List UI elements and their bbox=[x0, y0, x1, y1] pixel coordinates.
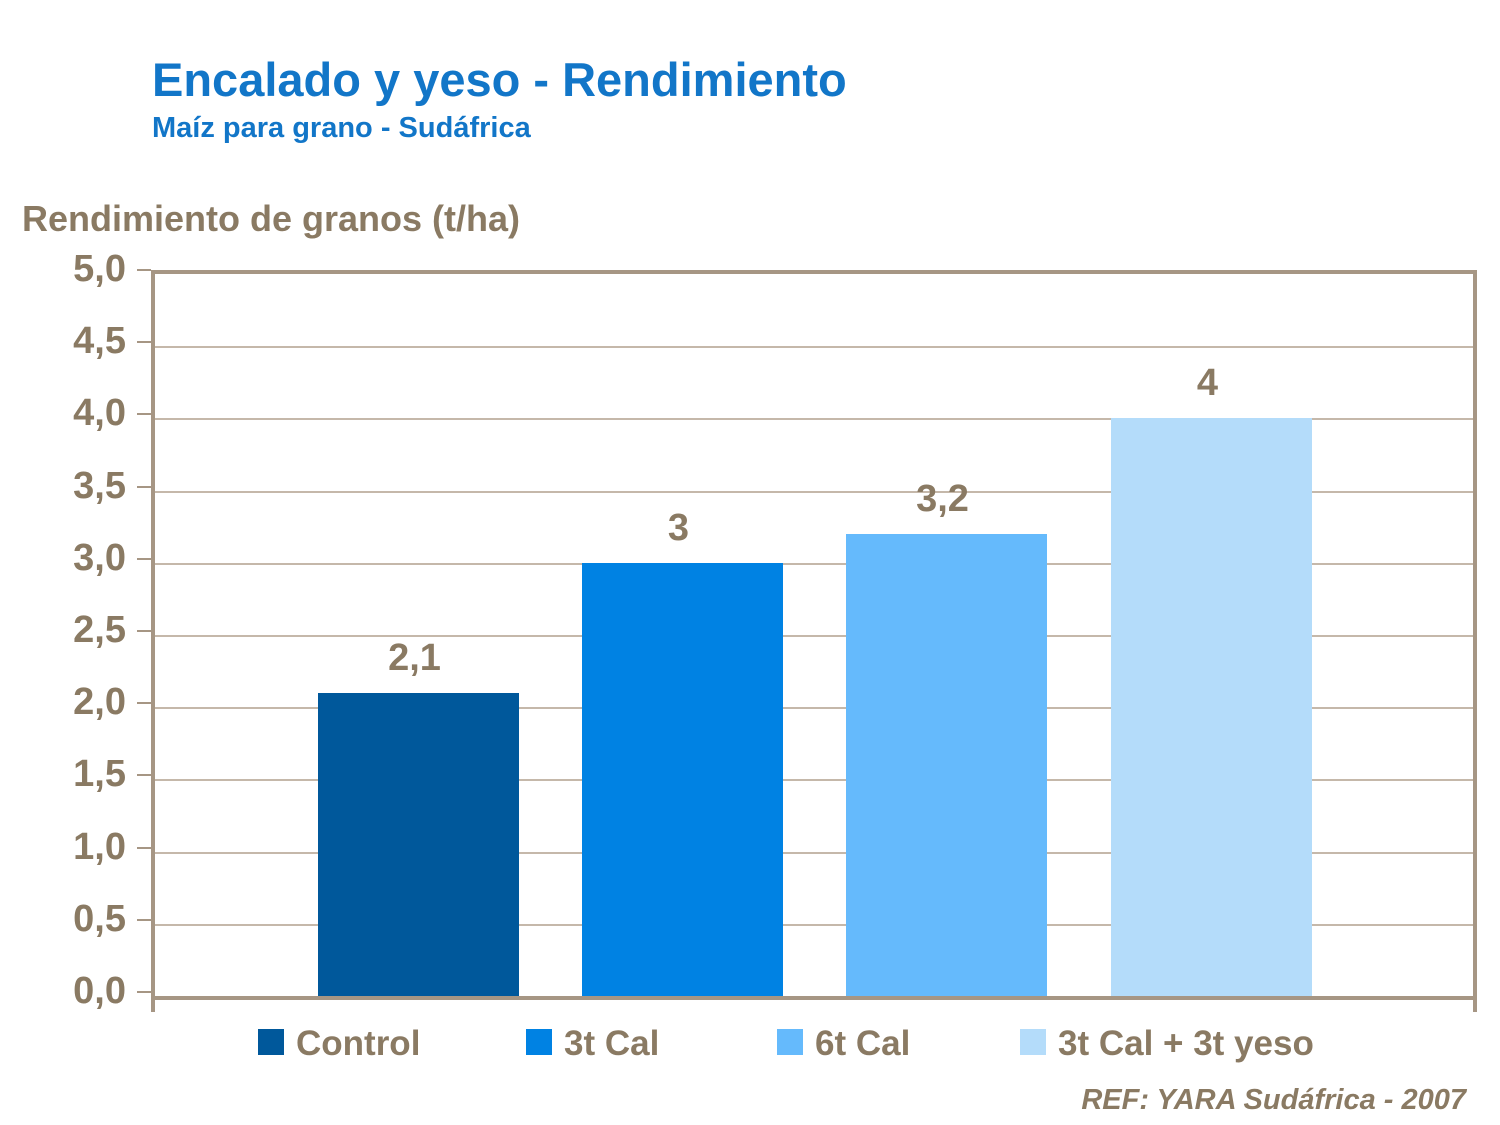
gridline bbox=[155, 707, 1473, 709]
y-axis-tick-label: 5,0 bbox=[73, 248, 126, 290]
reference-text: REF: YARA Sudáfrica - 2007 bbox=[1081, 1084, 1466, 1116]
gridline bbox=[155, 635, 1473, 637]
legend-item-6t-cal: 6t Cal bbox=[777, 1024, 910, 1068]
legend-swatch bbox=[1020, 1029, 1046, 1055]
y-axis-tick-mark bbox=[137, 702, 151, 704]
y-axis-tick-mark bbox=[137, 847, 151, 849]
bar-3t-cal bbox=[582, 563, 783, 996]
plot-area bbox=[151, 270, 1477, 1000]
legend-label: 3t Cal bbox=[564, 1024, 660, 1063]
y-axis-title: Rendimiento de granos (t/ha) bbox=[22, 198, 521, 239]
y-axis-tick-mark bbox=[137, 341, 151, 343]
bar-value-label: 3,2 bbox=[916, 478, 969, 520]
legend-swatch bbox=[258, 1029, 284, 1055]
gridline bbox=[155, 924, 1473, 926]
bar-value-label: 2,1 bbox=[388, 637, 441, 679]
chart-subtitle: Maíz para grano - Sudáfrica bbox=[152, 112, 531, 144]
gridline bbox=[155, 491, 1473, 493]
y-axis-tick-mark bbox=[137, 919, 151, 921]
y-axis-tick-label: 2,5 bbox=[73, 609, 126, 651]
legend-swatch bbox=[777, 1029, 803, 1055]
gridline bbox=[155, 779, 1473, 781]
y-axis-tick-mark bbox=[137, 269, 151, 271]
y-axis-tick-mark bbox=[137, 558, 151, 560]
y-axis-tick-mark bbox=[137, 991, 151, 993]
bar-value-label: 3 bbox=[667, 507, 690, 549]
legend-label: 6t Cal bbox=[815, 1024, 911, 1063]
chart-title: Encalado y yeso - Rendimiento bbox=[152, 53, 847, 106]
bar-6t-cal bbox=[846, 534, 1047, 996]
y-axis-tick-label: 0,0 bbox=[73, 970, 126, 1012]
x-axis-tick-mark bbox=[151, 996, 155, 1012]
legend-item-3t-cal-3t-yeso: 3t Cal + 3t yeso bbox=[1020, 1024, 1314, 1068]
gridline bbox=[155, 852, 1473, 854]
y-axis-tick-mark bbox=[137, 413, 151, 415]
y-axis-tick-mark bbox=[137, 774, 151, 776]
legend-swatch bbox=[526, 1029, 552, 1055]
gridline bbox=[155, 418, 1473, 420]
y-axis-tick-mark bbox=[137, 630, 151, 632]
x-axis-tick-mark bbox=[1473, 996, 1477, 1012]
y-axis-tick-label: 3,5 bbox=[73, 465, 126, 507]
gridline bbox=[155, 563, 1473, 565]
y-axis-tick-label: 4,0 bbox=[73, 392, 126, 434]
gridline bbox=[155, 346, 1473, 348]
y-axis-tick-label: 3,0 bbox=[73, 537, 126, 579]
legend-item-3t-cal: 3t Cal bbox=[526, 1024, 659, 1068]
legend-label: 3t Cal + 3t yeso bbox=[1058, 1024, 1314, 1063]
bar-control bbox=[318, 693, 519, 996]
bar-value-label: 4 bbox=[1196, 362, 1219, 404]
y-axis-tick-label: 4,5 bbox=[73, 320, 126, 362]
legend-item-control: Control bbox=[258, 1024, 420, 1068]
y-axis-tick-label: 1,0 bbox=[73, 826, 126, 868]
y-axis-tick-mark bbox=[137, 486, 151, 488]
legend-label: Control bbox=[296, 1024, 421, 1063]
bar-3t-cal-3t-yeso bbox=[1111, 418, 1312, 996]
y-axis-tick-label: 1,5 bbox=[73, 753, 126, 795]
y-axis-tick-label: 2,0 bbox=[73, 681, 126, 723]
y-axis-tick-label: 0,5 bbox=[73, 898, 126, 940]
